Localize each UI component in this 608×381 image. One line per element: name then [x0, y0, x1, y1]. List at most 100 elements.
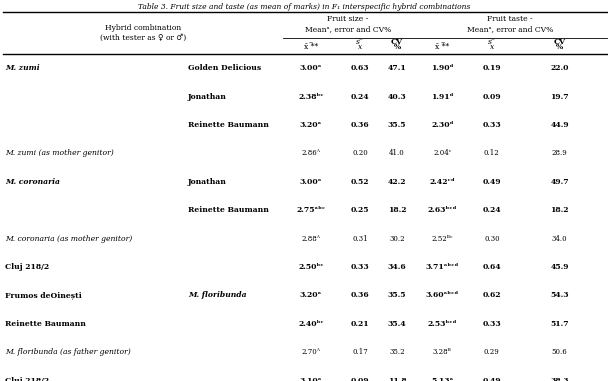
Text: %: %	[556, 43, 563, 51]
Text: 35.4: 35.4	[388, 320, 406, 328]
Text: 2.88ᴬ: 2.88ᴬ	[302, 235, 320, 243]
Text: 34.0: 34.0	[552, 235, 567, 243]
Text: 0.09: 0.09	[483, 93, 501, 101]
Text: M. coronaria: M. coronaria	[5, 178, 60, 186]
Text: 2.86ᴬ: 2.86ᴬ	[302, 149, 320, 157]
Text: 11.8: 11.8	[388, 376, 406, 381]
Text: x̄ **: x̄ **	[435, 43, 449, 51]
Text: 49.7: 49.7	[550, 178, 569, 186]
Text: %: %	[393, 43, 401, 51]
Text: 2.75ᵃᵇᶜ: 2.75ᵃᵇᶜ	[296, 206, 326, 214]
Text: 0.52: 0.52	[351, 178, 369, 186]
Text: Reinette Baumann: Reinette Baumann	[5, 320, 86, 328]
Text: 0.29: 0.29	[484, 348, 500, 356]
Text: 30.2: 30.2	[389, 235, 405, 243]
Text: 40.3: 40.3	[388, 93, 406, 101]
Text: M. floribunda (as father genitor): M. floribunda (as father genitor)	[5, 348, 131, 356]
Text: Fruit size -: Fruit size -	[328, 15, 368, 23]
Text: Cluj 218/2: Cluj 218/2	[5, 376, 50, 381]
Text: 0.19: 0.19	[483, 64, 501, 72]
Text: Frumos deOinești: Frumos deOinești	[5, 291, 82, 299]
Text: x: x	[490, 43, 494, 51]
Text: 2.40ᵇᶜ: 2.40ᵇᶜ	[298, 320, 324, 328]
Text: 0.17: 0.17	[352, 348, 368, 356]
Text: 0.62: 0.62	[483, 291, 501, 299]
Text: 3.28ᴮ: 3.28ᴮ	[433, 348, 452, 356]
Text: 0.33: 0.33	[483, 320, 501, 328]
Text: 35.5: 35.5	[388, 121, 406, 129]
Text: s̅⁻: s̅⁻	[356, 38, 364, 46]
Text: 0.36: 0.36	[351, 121, 369, 129]
Text: 0.63: 0.63	[351, 64, 369, 72]
Text: 0.24: 0.24	[351, 93, 369, 101]
Text: –: –	[440, 38, 444, 46]
Text: 45.9: 45.9	[550, 263, 569, 271]
Text: 44.9: 44.9	[550, 121, 569, 129]
Text: x̄ **: x̄ **	[304, 43, 318, 51]
Text: 3.20ᵃ: 3.20ᵃ	[300, 291, 322, 299]
Text: 2.04ᶜ: 2.04ᶜ	[433, 149, 452, 157]
Text: 2.70ᴬ: 2.70ᴬ	[302, 348, 320, 356]
Text: 28.9: 28.9	[552, 149, 567, 157]
Text: Reinette Baumann: Reinette Baumann	[188, 206, 269, 214]
Text: M. coronaria (as mother genitor): M. coronaria (as mother genitor)	[5, 235, 133, 243]
Text: 2.30ᵈ: 2.30ᵈ	[431, 121, 454, 129]
Text: Jonathan: Jonathan	[188, 178, 227, 186]
Text: Meanᵃ, error and CV%: Meanᵃ, error and CV%	[467, 26, 553, 33]
Text: 0.24: 0.24	[483, 206, 501, 214]
Text: 3.60ᵃᵇᶜᵈ: 3.60ᵃᵇᶜᵈ	[426, 291, 459, 299]
Text: Jonathan: Jonathan	[188, 93, 227, 101]
Text: 5.13ᵃ: 5.13ᵃ	[431, 376, 454, 381]
Text: 3.71ᵃᵇᶜᵈ: 3.71ᵃᵇᶜᵈ	[426, 263, 459, 271]
Text: 3.20ᵃ: 3.20ᵃ	[300, 121, 322, 129]
Text: 0.33: 0.33	[351, 263, 369, 271]
Text: 2.42ᶜᵈ: 2.42ᶜᵈ	[429, 178, 455, 186]
Text: 2.52ᴮᶜ: 2.52ᴮᶜ	[432, 235, 453, 243]
Text: Fruit taste -: Fruit taste -	[487, 15, 533, 23]
Text: s̅⁻: s̅⁻	[488, 38, 496, 46]
Text: 2.53ᵇᶜᵈ: 2.53ᵇᶜᵈ	[427, 320, 457, 328]
Text: 19.7: 19.7	[550, 93, 569, 101]
Text: 2.50ᵇᶜ: 2.50ᵇᶜ	[298, 263, 324, 271]
Text: 50.6: 50.6	[552, 348, 567, 356]
Text: x: x	[358, 43, 362, 51]
Text: 0.12: 0.12	[484, 149, 500, 157]
Text: 3.00ᵃ: 3.00ᵃ	[300, 64, 322, 72]
Text: 3.10ᵃ: 3.10ᵃ	[300, 376, 322, 381]
Text: Cluj 218/2: Cluj 218/2	[5, 263, 50, 271]
Text: 51.7: 51.7	[550, 320, 569, 328]
Text: 0.21: 0.21	[351, 320, 369, 328]
Text: 0.49: 0.49	[483, 376, 501, 381]
Text: 0.33: 0.33	[483, 121, 501, 129]
Text: 0.64: 0.64	[483, 263, 501, 271]
Text: 35.5: 35.5	[388, 291, 406, 299]
Text: 18.2: 18.2	[388, 206, 406, 214]
Text: M. zumi: M. zumi	[5, 64, 40, 72]
Text: 0.36: 0.36	[351, 291, 369, 299]
Text: 0.25: 0.25	[351, 206, 369, 214]
Text: M. zumi (as mother genitor): M. zumi (as mother genitor)	[5, 149, 114, 157]
Text: 18.2: 18.2	[550, 206, 569, 214]
Text: 22.0: 22.0	[550, 64, 569, 72]
Text: 35.2: 35.2	[389, 348, 405, 356]
Text: Hybrid combination: Hybrid combination	[105, 24, 181, 32]
Text: 38.3: 38.3	[550, 376, 569, 381]
Text: 0.49: 0.49	[483, 178, 501, 186]
Text: 54.3: 54.3	[550, 291, 569, 299]
Text: Reinette Baumann: Reinette Baumann	[188, 121, 269, 129]
Text: Meanᵃ, error and CV%: Meanᵃ, error and CV%	[305, 26, 391, 33]
Text: 1.90ᵈ: 1.90ᵈ	[431, 64, 454, 72]
Text: Table 3. Fruit size and taste (as mean of marks) in F₁ interspecific hybrid comb: Table 3. Fruit size and taste (as mean o…	[138, 3, 470, 11]
Text: CV: CV	[554, 38, 565, 46]
Text: 0.30: 0.30	[484, 235, 500, 243]
Text: 3.00ᵃ: 3.00ᵃ	[300, 178, 322, 186]
Text: CV: CV	[391, 38, 403, 46]
Text: 41.0: 41.0	[389, 149, 405, 157]
Text: 34.6: 34.6	[388, 263, 406, 271]
Text: 47.1: 47.1	[388, 64, 406, 72]
Text: 1.91ᵈ: 1.91ᵈ	[431, 93, 454, 101]
Text: –: –	[309, 38, 313, 46]
Text: 42.2: 42.2	[388, 178, 406, 186]
Text: 2.38ᵇᶜ: 2.38ᵇᶜ	[298, 93, 324, 101]
Text: 0.09: 0.09	[351, 376, 369, 381]
